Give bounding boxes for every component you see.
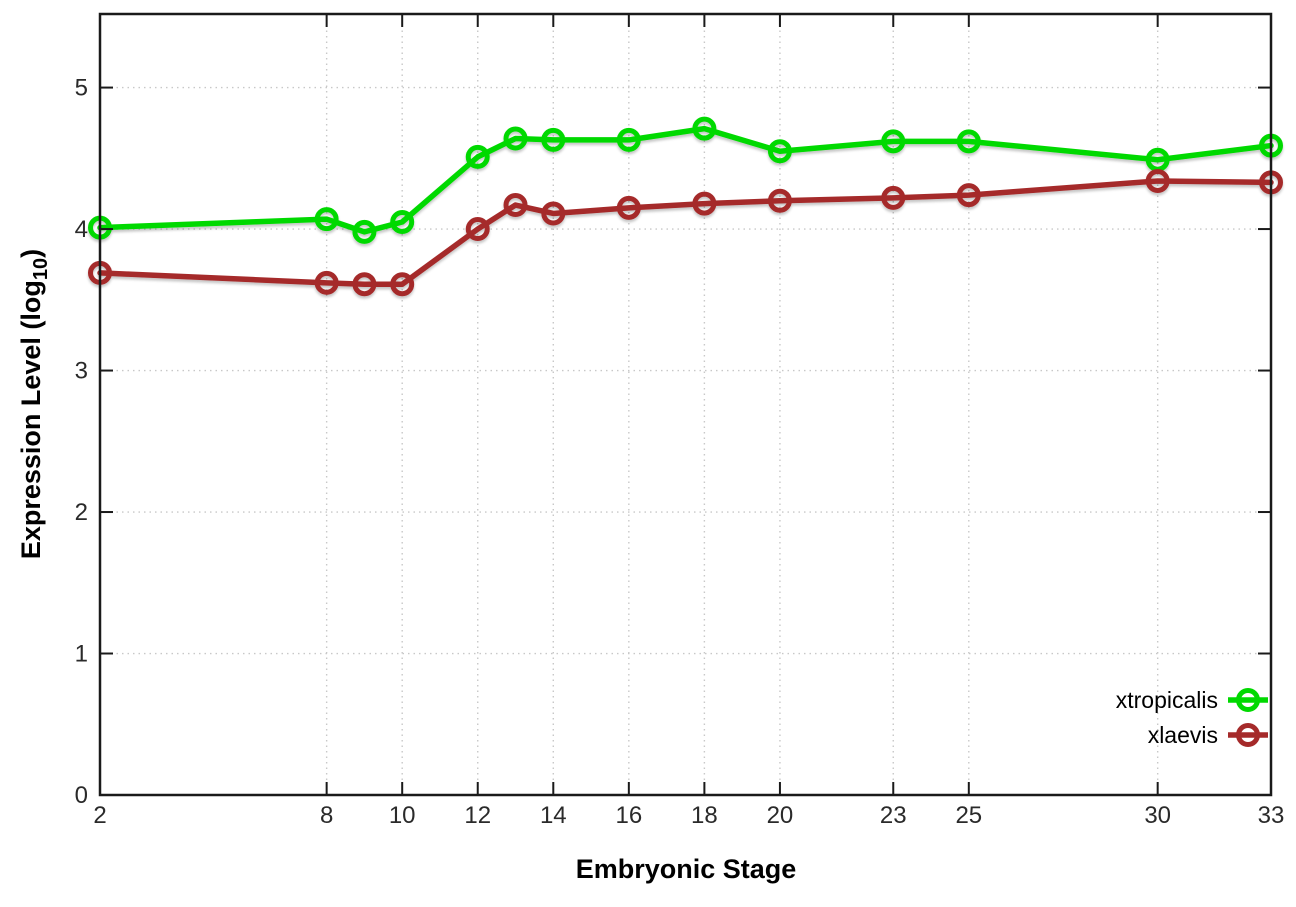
- data-point-xlaevis: [465, 217, 490, 242]
- data-point-xtropicalis: [767, 139, 792, 164]
- data-point-xtropicalis: [616, 127, 641, 152]
- data-point-xtropicalis: [352, 219, 377, 244]
- series-line-xlaevis: [97, 178, 1274, 287]
- y-axis-title: Expression Level (log10): [16, 249, 52, 559]
- y-tick-label: 0: [75, 782, 88, 809]
- data-point-xlaevis: [692, 191, 717, 216]
- data-point-xtropicalis: [881, 129, 906, 154]
- x-tick-label: 12: [464, 802, 491, 829]
- legend-label-xlaevis: xlaevis: [1148, 722, 1218, 748]
- data-point-xtropicalis: [692, 116, 717, 141]
- data-point-xtropicalis: [465, 144, 490, 169]
- x-tick-label: 10: [389, 802, 416, 829]
- data-point-xlaevis: [390, 272, 415, 297]
- axes-and-ticks: [98, 12, 1273, 797]
- series-line-xtropicalis: [97, 125, 1274, 235]
- legend-label-xtropicalis: xtropicalis: [1116, 687, 1218, 713]
- data-point-xtropicalis: [956, 129, 981, 154]
- x-tick-label: 20: [767, 802, 794, 829]
- data-point-xtropicalis: [503, 126, 528, 151]
- x-tick-label: 25: [955, 802, 982, 829]
- data-point-xtropicalis: [541, 127, 566, 152]
- legend-marker-xtropicalis: [1236, 688, 1260, 712]
- plot-border: [98, 12, 1273, 797]
- x-axis-title: Embryonic Stage: [576, 854, 797, 884]
- data-point-xlaevis: [767, 188, 792, 213]
- data-point-xlaevis: [541, 201, 566, 226]
- data-point-xlaevis: [314, 270, 339, 295]
- x-tick-label: 18: [691, 802, 718, 829]
- x-tick-label: 33: [1258, 802, 1285, 829]
- data-point-xlaevis: [352, 272, 377, 297]
- data-point-xlaevis: [503, 193, 528, 218]
- legend: xtropicalis xlaevis: [1116, 687, 1268, 748]
- data-point-xlaevis: [1145, 168, 1170, 193]
- data-point-xlaevis: [881, 185, 906, 210]
- y-tick-label: 2: [75, 499, 88, 526]
- x-tick-label: 8: [320, 802, 333, 829]
- x-tick-label: 2: [93, 802, 106, 829]
- y-tick-label: 4: [75, 216, 88, 243]
- data-point-xtropicalis: [390, 209, 415, 234]
- x-tick-label: 30: [1144, 802, 1171, 829]
- data-point-xlaevis: [956, 183, 981, 208]
- data-series: [88, 116, 1283, 297]
- y-tick-label: 1: [75, 641, 88, 668]
- data-point-xlaevis: [616, 195, 641, 220]
- x-tick-label: 16: [615, 802, 642, 829]
- y-tick-label: 3: [75, 358, 88, 385]
- x-tick-label: 23: [880, 802, 907, 829]
- x-tick-label: 14: [540, 802, 567, 829]
- data-point-xtropicalis: [314, 207, 339, 232]
- y-tick-label: 5: [75, 75, 88, 102]
- legend-marker-xlaevis: [1236, 723, 1260, 747]
